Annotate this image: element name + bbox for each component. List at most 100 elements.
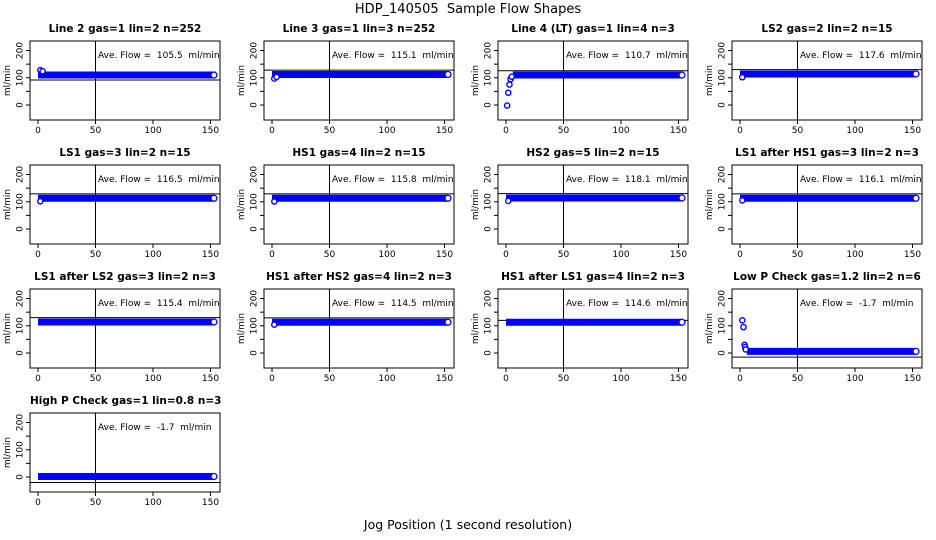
x-tick-label: 0 — [503, 374, 509, 384]
y-axis-unit-label: ml/min — [3, 189, 13, 220]
avg-flow-annotation: Ave. Flow = 115.8 ml/min — [332, 175, 454, 185]
x-tick-label: 100 — [144, 250, 161, 260]
avg-flow-annotation: Ave. Flow = 115.4 ml/min — [98, 299, 220, 309]
plot-box — [29, 412, 221, 493]
y-tick-label: 200 — [718, 290, 728, 307]
y-tick-label: 0 — [484, 350, 494, 356]
band-end-point — [210, 71, 218, 79]
x-tick-label: 100 — [846, 374, 863, 384]
flow-point — [503, 102, 511, 109]
y-tick-label: 0 — [16, 474, 26, 480]
x-tick-label: 150 — [670, 126, 687, 136]
flow-panel: LS1 gas=3 lin=2 n=15 0 100 200 ml/min 0 50 100… — [0, 143, 234, 267]
x-tick-label: 100 — [378, 250, 395, 260]
plot-box — [497, 164, 689, 245]
y-tick-label: 0 — [484, 226, 494, 232]
x-tick-label: 150 — [202, 126, 219, 136]
x-tick-label: 50 — [90, 126, 102, 136]
y-tick-label: 200 — [250, 290, 260, 307]
band-end-point — [210, 318, 218, 326]
flow-point — [506, 81, 513, 88]
panel-title: Line 3 gas=1 lin=3 n=252 — [282, 23, 436, 35]
flow-point — [271, 321, 278, 328]
flow-panel: Line 2 gas=1 lin=2 n=252 0 100 200 ml/min 0 5… — [0, 19, 234, 143]
y-tick-label: 0 — [718, 350, 728, 356]
y-tick-label: 100 — [16, 441, 26, 458]
flow-panel: LS1 after HS1 gas=3 lin=2 n=3 0 100 200 ml/… — [702, 143, 936, 267]
y-tick-label: 100 — [16, 69, 26, 86]
x-tick-label: 50 — [792, 374, 804, 384]
x-tick-label: 0 — [737, 126, 743, 136]
y-tick-label: 0 — [718, 102, 728, 108]
y-axis-unit-label: ml/min — [471, 313, 481, 344]
y-tick-label: 100 — [718, 193, 728, 210]
avg-flow-annotation: Ave. Flow = 116.5 ml/min — [98, 175, 220, 185]
band-end-point — [444, 194, 452, 202]
x-tick-label: 50 — [90, 498, 102, 508]
y-tick-label: 200 — [16, 290, 26, 307]
x-tick-label: 0 — [737, 374, 743, 384]
y-tick-label: 0 — [250, 226, 260, 232]
x-tick-label: 0 — [269, 250, 275, 260]
y-tick-label: 0 — [16, 350, 26, 356]
flow-panel: LS1 after LS2 gas=3 lin=2 n=3 0 100 200 ml/… — [0, 267, 234, 391]
x-tick-label: 0 — [503, 250, 509, 260]
flow-panel: HS1 gas=4 lin=2 n=15 0 100 200 ml/min 0 50 100… — [234, 143, 468, 267]
panel-title: HS2 gas=5 lin=2 n=15 — [526, 147, 660, 159]
x-tick-label: 100 — [612, 374, 629, 384]
panel-title: LS1 after LS2 gas=3 lin=2 n=3 — [34, 271, 216, 283]
y-axis-unit-label: ml/min — [237, 65, 247, 96]
x-tick-label: 150 — [436, 126, 453, 136]
band-end-point — [210, 472, 218, 481]
y-tick-label: 200 — [484, 290, 494, 307]
plot-box — [263, 164, 455, 245]
x-tick-label: 0 — [737, 250, 743, 260]
band-end-point — [210, 194, 218, 202]
plot-box — [263, 40, 455, 121]
panel-title: HS1 after HS2 gas=4 lin=2 n=3 — [266, 271, 452, 283]
y-axis-unit-label: ml/min — [3, 313, 13, 344]
flow-panel: HS2 gas=5 lin=2 n=15 0 100 200 ml/min 0 50 100… — [468, 143, 702, 267]
y-tick-label: 100 — [16, 193, 26, 210]
x-tick-label: 150 — [904, 374, 921, 384]
plot-box — [29, 288, 221, 369]
plot-box — [29, 40, 221, 121]
y-tick-label: 100 — [718, 317, 728, 334]
band-end-point — [444, 70, 452, 79]
y-tick-label: 0 — [250, 102, 260, 108]
y-axis-unit-label: ml/min — [705, 313, 715, 344]
flow-point — [37, 197, 44, 205]
avg-flow-annotation: Ave. Flow = 105.5 ml/min — [98, 51, 220, 61]
flow-point — [739, 73, 746, 81]
x-tick-label: 0 — [269, 374, 275, 384]
x-tick-label: 50 — [324, 126, 336, 136]
y-tick-label: 0 — [484, 102, 494, 108]
plot-box — [263, 288, 455, 369]
panel-title: Line 2 gas=1 lin=2 n=252 — [48, 23, 202, 35]
y-tick-label: 200 — [484, 42, 494, 59]
band-end-point — [678, 194, 686, 202]
panel-title: High P Check gas=1 lin=0.8 n=3 — [30, 395, 222, 407]
band-end-point — [912, 70, 920, 78]
x-tick-label: 100 — [144, 126, 161, 136]
band-end-point — [678, 71, 686, 79]
avg-flow-annotation: Ave. Flow = -1.7 ml/min — [98, 423, 211, 433]
panel-title: Low P Check gas=1.2 lin=2 n=6 — [733, 271, 921, 283]
flow-panel: High P Check gas=1 lin=0.8 n=3 0 100 200 ml… — [0, 391, 234, 515]
x-tick-label: 0 — [35, 250, 41, 260]
x-tick-label: 0 — [503, 126, 509, 136]
x-tick-label: 150 — [904, 126, 921, 136]
y-tick-label: 0 — [718, 226, 728, 232]
plot-box — [731, 164, 923, 245]
y-tick-label: 0 — [16, 226, 26, 232]
y-tick-label: 100 — [250, 193, 260, 210]
y-axis-unit-label: ml/min — [237, 313, 247, 344]
chart-title: HDP_140505 Sample Flow Shapes — [354, 2, 582, 17]
band-end-point — [912, 194, 920, 202]
y-tick-label: 100 — [16, 317, 26, 334]
